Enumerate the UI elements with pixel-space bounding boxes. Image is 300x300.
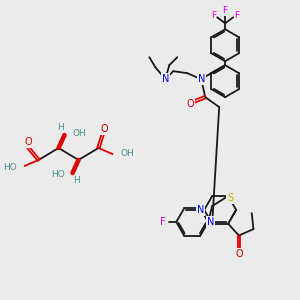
Text: HO: HO	[51, 170, 64, 179]
Text: N: N	[162, 74, 169, 84]
Text: S: S	[227, 193, 233, 203]
Text: HO: HO	[3, 164, 16, 172]
Text: O: O	[25, 137, 32, 147]
Text: H: H	[73, 176, 80, 185]
Text: F: F	[211, 11, 216, 20]
Text: N: N	[206, 217, 214, 227]
Text: F: F	[160, 217, 166, 227]
Text: F: F	[235, 11, 240, 20]
Text: OH: OH	[73, 128, 86, 137]
Text: OH: OH	[120, 149, 134, 158]
Text: O: O	[186, 99, 194, 109]
Text: F: F	[223, 6, 228, 15]
Text: H: H	[57, 123, 64, 132]
Text: O: O	[235, 248, 243, 259]
Text: O: O	[100, 124, 108, 134]
Text: N: N	[196, 205, 204, 215]
Text: N: N	[197, 74, 205, 84]
